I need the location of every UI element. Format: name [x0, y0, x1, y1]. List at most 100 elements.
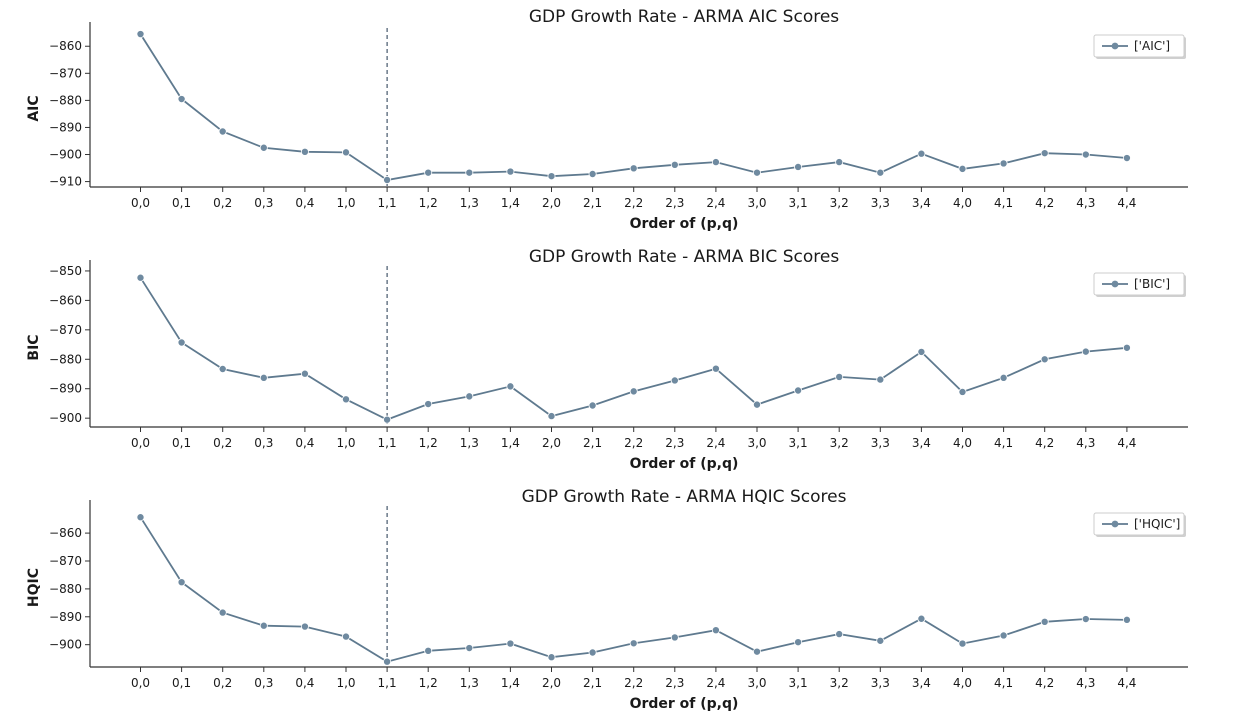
x-tick-label: 3,0	[747, 196, 766, 210]
data-point	[136, 513, 145, 522]
x-tick-label: 3,4	[912, 436, 931, 450]
x-tick-label: 4,1	[994, 436, 1013, 450]
x-tick-label: 1,4	[501, 436, 520, 450]
data-point	[670, 633, 679, 642]
x-tick-label: 2,1	[583, 436, 602, 450]
data-point	[794, 638, 803, 647]
x-tick-label: 0,4	[295, 676, 314, 690]
x-tick-label: 3,2	[830, 436, 849, 450]
data-point	[588, 170, 597, 179]
series-line	[139, 33, 1127, 181]
x-tick-label: 0,3	[254, 676, 273, 690]
x-tick-label: 1,3	[460, 676, 479, 690]
x-tick-label: 1,0	[336, 436, 355, 450]
x-tick-label: 0,3	[254, 196, 273, 210]
x-tick-label: 0,2	[213, 196, 232, 210]
x-tick-label: 2,1	[583, 196, 602, 210]
data-point	[835, 372, 844, 381]
x-tick-label: 1,1	[378, 196, 397, 210]
data-point	[341, 148, 350, 157]
data-point	[218, 608, 227, 617]
data-point	[341, 395, 350, 404]
x-tick-label: 2,3	[665, 676, 684, 690]
x-tick-label: 0,3	[254, 436, 273, 450]
x-tick-label: 2,2	[624, 196, 643, 210]
data-point	[876, 375, 885, 384]
data-point	[259, 621, 268, 630]
data-point	[341, 632, 350, 641]
data-point	[506, 639, 515, 648]
data-point	[917, 347, 926, 356]
y-tick-label: −880	[49, 93, 82, 107]
x-tick-label: 0,4	[295, 196, 314, 210]
data-point	[917, 149, 926, 158]
data-point	[424, 646, 433, 655]
data-point	[506, 167, 515, 176]
x-tick-label: 3,1	[789, 676, 808, 690]
y-tick-label: −870	[49, 323, 82, 337]
data-point	[547, 653, 556, 662]
data-point	[1081, 347, 1090, 356]
x-tick-label: 0,1	[172, 196, 191, 210]
x-tick-label: 2,4	[706, 676, 725, 690]
x-tick-label: 3,0	[747, 436, 766, 450]
y-tick-label: −850	[49, 264, 82, 278]
y-tick-label: −890	[49, 120, 82, 134]
data-point	[629, 387, 638, 396]
x-tick-label: 4,4	[1117, 676, 1136, 690]
data-point	[753, 647, 762, 656]
x-tick-label: 1,1	[378, 436, 397, 450]
x-tick-label: 0,0	[131, 676, 150, 690]
x-tick-label: 4,0	[953, 196, 972, 210]
data-point	[917, 614, 926, 623]
legend-label: ['HQIC']	[1134, 517, 1180, 531]
chart-title: GDP Growth Rate - ARMA HQIC Scores	[522, 487, 847, 507]
data-point	[259, 143, 268, 152]
data-point	[465, 392, 474, 401]
y-axis-label: AIC	[26, 95, 42, 121]
y-tick-label: −910	[49, 175, 82, 189]
x-tick-label: 4,3	[1076, 436, 1095, 450]
data-point	[876, 168, 885, 177]
data-point	[465, 644, 474, 653]
data-point	[177, 578, 186, 587]
x-tick-label: 1,3	[460, 436, 479, 450]
y-axis-label: BIC	[26, 334, 42, 360]
legend-box	[1093, 34, 1185, 58]
x-tick-label: 4,2	[1035, 196, 1054, 210]
data-point	[999, 373, 1008, 382]
x-tick-label: 2,0	[542, 196, 561, 210]
data-point	[794, 386, 803, 395]
data-point	[1122, 154, 1131, 163]
data-point	[177, 95, 186, 104]
x-tick-label: 3,3	[871, 436, 890, 450]
y-tick-label: −880	[49, 582, 82, 596]
chart-title: GDP Growth Rate - ARMA AIC Scores	[529, 7, 839, 27]
x-tick-label: 3,2	[830, 196, 849, 210]
series-line	[139, 277, 1127, 421]
chart-panel-aic: GDP Growth Rate - ARMA AIC Scores −910 −90…	[26, 7, 1188, 232]
chart-panel-bic: GDP Growth Rate - ARMA BIC Scores −900 −89…	[26, 247, 1188, 472]
data-point	[547, 172, 556, 181]
x-tick-label: 3,4	[912, 676, 931, 690]
x-tick-label: 2,2	[624, 676, 643, 690]
x-tick-label: 2,2	[624, 436, 643, 450]
x-tick-label: 2,0	[542, 676, 561, 690]
x-tick-label: 3,1	[789, 436, 808, 450]
legend-label: ['AIC']	[1134, 39, 1170, 53]
data-point	[218, 127, 227, 136]
x-tick-label: 3,2	[830, 676, 849, 690]
data-point	[1122, 343, 1131, 352]
x-tick-label: 1,4	[501, 196, 520, 210]
data-point	[136, 30, 145, 39]
data-point	[670, 376, 679, 385]
data-point	[506, 382, 515, 391]
x-tick-label: 0,2	[213, 676, 232, 690]
data-point	[629, 164, 638, 173]
data-point	[300, 369, 309, 378]
x-tick-label: 2,3	[665, 436, 684, 450]
data-point	[711, 158, 720, 167]
y-tick-label: −860	[49, 526, 82, 540]
x-tick-label: 1,3	[460, 196, 479, 210]
